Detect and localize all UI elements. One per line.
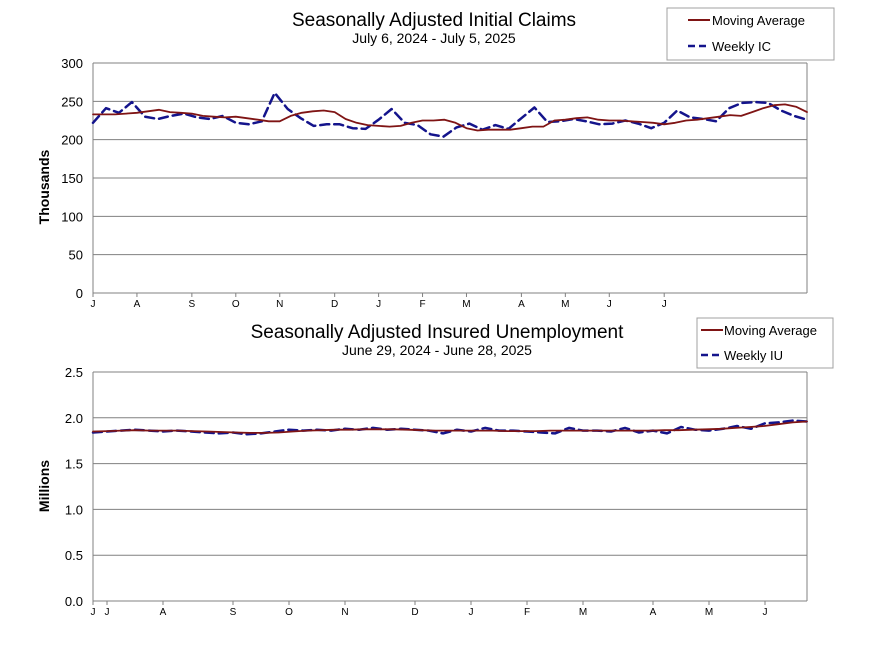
chart1-legend-weekly-label: Weekly IC [712,39,771,54]
chart1-ytick-label: 250 [61,94,83,109]
chart1-ytick-label: 0 [76,286,83,301]
chart1-ytick-label: 150 [61,171,83,186]
chart2-legend-weekly-label: Weekly IU [724,348,783,363]
chart1-xtick-label: S [189,299,196,310]
chart2-legend: Moving Average Weekly IU [696,317,834,369]
chart2-ytick-label: 0.5 [65,548,83,563]
chart1-legend: Moving Average Weekly IC [666,7,835,61]
chart2-xtick-label: M [579,607,587,618]
chart1-xtick-label: J [607,299,612,310]
chart1-xtick-label: N [276,299,283,310]
chart1-xtick-label: M [561,299,569,310]
chart2-legend-box [696,317,834,369]
chart2-ylabel: Millions [36,460,52,512]
chart2-ytick-label: 2.0 [65,411,83,426]
chart2-title: Seasonally Adjusted Insured Unemployment [251,322,625,343]
chart1-series-weekly [91,91,809,138]
chart1-subtitle: July 6, 2024 - July 5, 2025 [352,30,516,46]
chart1-xtick-label: J [91,299,96,310]
chart1-ytick-label: 50 [69,248,83,263]
chart2-legend-ma-label: Moving Average [724,323,817,338]
chart1-xtick-label: D [331,299,338,310]
chart1-legend-box [666,7,835,61]
chart2-xtick-label: O [285,607,293,618]
chart2-plot-area: 0.00.51.01.52.02.5J J A S O N D J F M A M J [65,365,809,618]
chart2-xtick-label: S [230,607,237,618]
chart1-ytick-label: 200 [61,133,83,148]
chart1-xtick-label: A [134,299,141,310]
chart1-xtick-label: F [419,299,425,310]
chart1-ytick-label: 100 [61,209,83,224]
chart2-xtick-label: A [650,607,657,618]
chart2-xtick-label: J [763,607,768,618]
chart2-subtitle: June 29, 2024 - June 28, 2025 [342,342,532,358]
chart1-series-moving-average [92,103,808,132]
chart1-xtick-label: A [518,299,525,310]
chart2-xtick-label: J [91,607,96,618]
chart1-title: Seasonally Adjusted Initial Claims [292,10,576,31]
chart2-ytick-label: 2.5 [65,365,83,380]
chart2-xtick-label: J [469,607,474,618]
chart2-xtick-label: N [341,607,348,618]
chart2-series-moving-average [92,420,808,434]
chart2-xtick-label: A [160,607,167,618]
chart2-xtick-label: D [411,607,418,618]
chart2-series-weekly [91,419,809,436]
chart2-ytick-label: 1.0 [65,502,83,517]
chart1-legend-ma-label: Moving Average [712,13,805,28]
chart1-xtick-label: J [376,299,381,310]
chart1-xtick-label: O [232,299,240,310]
chart1-ylabel: Thousands [36,149,52,224]
chart2-ytick-label: 0.0 [65,594,83,609]
chart2-xtick-label: F [524,607,530,618]
chart2-xtick-label: M [705,607,713,618]
chart1-xtick-label: M [462,299,470,310]
chart2-xtick-label: J [105,607,110,618]
chart1-ytick-label: 300 [61,56,83,71]
chart2-ytick-label: 1.5 [65,457,83,472]
chart1-plot-area: 0 50 100 150 200 250 300 J A S O N D J F M A M J J [61,56,809,310]
chart1-xtick-label: J [662,299,667,310]
